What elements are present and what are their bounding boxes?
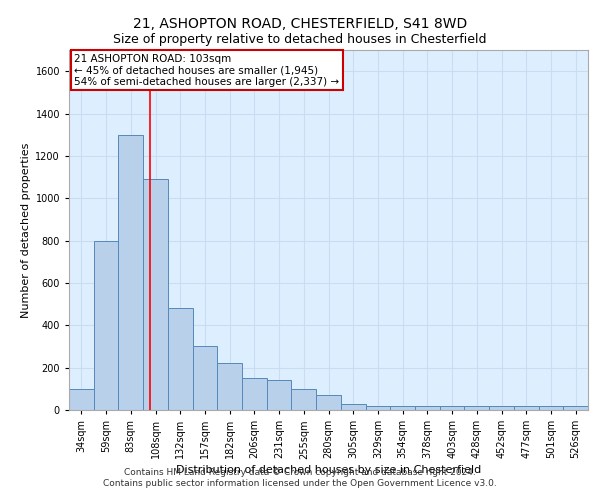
- Bar: [193, 346, 217, 410]
- Bar: [365, 406, 390, 410]
- Text: 21, ASHOPTON ROAD, CHESTERFIELD, S41 8WD: 21, ASHOPTON ROAD, CHESTERFIELD, S41 8WD: [133, 18, 467, 32]
- Text: Size of property relative to detached houses in Chesterfield: Size of property relative to detached ho…: [113, 32, 487, 46]
- Bar: [242, 378, 267, 410]
- Bar: [94, 240, 118, 410]
- Bar: [69, 389, 94, 410]
- Bar: [489, 406, 514, 410]
- Bar: [415, 406, 440, 410]
- X-axis label: Distribution of detached houses by size in Chesterfield: Distribution of detached houses by size …: [176, 466, 481, 475]
- Bar: [143, 179, 168, 410]
- Bar: [464, 406, 489, 410]
- Bar: [217, 364, 242, 410]
- Bar: [168, 308, 193, 410]
- Bar: [341, 404, 365, 410]
- Bar: [118, 134, 143, 410]
- Y-axis label: Number of detached properties: Number of detached properties: [21, 142, 31, 318]
- Bar: [316, 395, 341, 410]
- Text: 21 ASHOPTON ROAD: 103sqm
← 45% of detached houses are smaller (1,945)
54% of sem: 21 ASHOPTON ROAD: 103sqm ← 45% of detach…: [74, 54, 340, 87]
- Bar: [514, 406, 539, 410]
- Text: Contains HM Land Registry data © Crown copyright and database right 2024.
Contai: Contains HM Land Registry data © Crown c…: [103, 468, 497, 487]
- Bar: [267, 380, 292, 410]
- Bar: [539, 406, 563, 410]
- Bar: [563, 406, 588, 410]
- Bar: [292, 389, 316, 410]
- Bar: [390, 406, 415, 410]
- Bar: [440, 406, 464, 410]
